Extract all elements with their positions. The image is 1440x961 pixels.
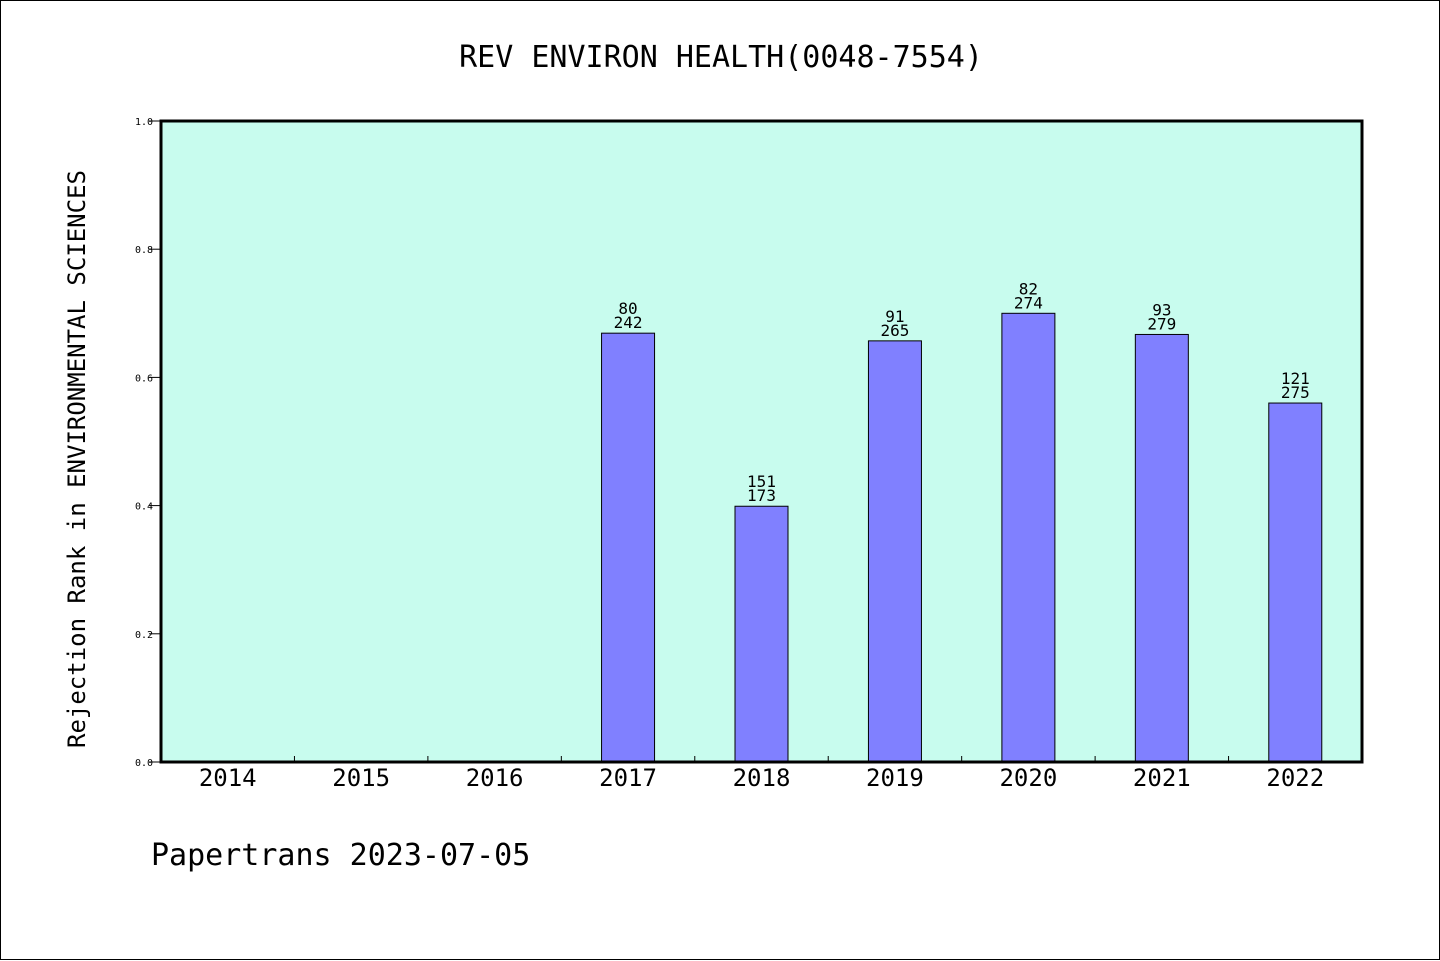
x-tick-label: 2018 <box>733 764 791 792</box>
bar-label-bottom: 265 <box>880 321 909 340</box>
plot-border <box>159 119 1364 764</box>
bar-label-top: 121 <box>1281 369 1310 388</box>
bar-label-top: 82 <box>1019 279 1038 298</box>
bar-label-bottom: 274 <box>1014 293 1043 312</box>
bar-label-top: 151 <box>747 472 776 491</box>
x-tick-label: 2021 <box>1133 764 1191 792</box>
bar-label-top: 91 <box>885 307 904 326</box>
x-axis-ticks: 2014 2015 2016 2017 2018 2019 2020 2021 2022 <box>199 756 1324 792</box>
bar <box>1134 333 1189 763</box>
x-tick-label: 2020 <box>999 764 1057 792</box>
bar <box>1268 402 1323 763</box>
y-tick-label: 1.0 <box>135 117 153 128</box>
y-tick-label: 0.2 <box>135 630 153 641</box>
y-tick-label: 0.6 <box>135 373 153 384</box>
bar <box>1001 312 1056 763</box>
bar-label-bottom: 279 <box>1147 314 1176 333</box>
x-tick-label: 2014 <box>199 764 257 792</box>
x-tick-label: 2015 <box>332 764 390 792</box>
x-tick-label: 2019 <box>866 764 924 792</box>
bar <box>867 340 922 763</box>
chart-title: REV ENVIRON HEALTH(0048-7554) <box>459 40 983 75</box>
y-tick-label: 0.4 <box>135 502 153 513</box>
bar-label-bottom: 275 <box>1281 383 1310 402</box>
y-tick-label: 0.0 <box>135 758 153 769</box>
x-tick-label: 2017 <box>599 764 657 792</box>
y-axis-ticks: 0.0 0.2 0.4 0.6 0.8 1.0 <box>135 117 161 769</box>
bar-label-top: 93 <box>1152 300 1171 319</box>
bar <box>734 505 789 763</box>
x-tick-label: 2016 <box>466 764 524 792</box>
x-tick-label: 2022 <box>1266 764 1324 792</box>
bar-label-bottom: 242 <box>614 313 643 332</box>
bar <box>601 332 656 763</box>
footer-text: Papertrans 2023-07-05 <box>151 838 530 873</box>
y-tick-label: 0.8 <box>135 245 153 256</box>
bar-label-bottom: 173 <box>747 486 776 505</box>
bar-label-top: 80 <box>618 299 637 318</box>
y-axis-label: Rejection Rank in ENVIRONMENTAL SCIENCES <box>63 170 91 748</box>
